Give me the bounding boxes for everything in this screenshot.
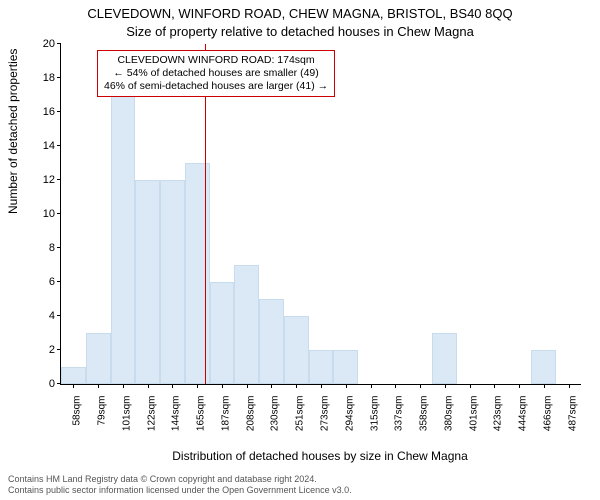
- y-tick-label: 6: [49, 276, 55, 288]
- y-tick-mark: [57, 383, 61, 384]
- x-tick-mark: [544, 384, 545, 388]
- x-tick-label: 380sqm: [443, 396, 454, 432]
- y-tick-mark: [57, 77, 61, 78]
- y-tick-mark: [57, 281, 61, 282]
- y-tick-mark: [57, 315, 61, 316]
- x-tick-mark: [98, 384, 99, 388]
- copyright-block: Contains HM Land Registry data © Crown c…: [8, 474, 592, 496]
- y-tick-mark: [57, 43, 61, 44]
- x-tick-mark: [445, 384, 446, 388]
- y-tick-mark: [57, 111, 61, 112]
- x-tick-label: 273sqm: [320, 396, 331, 432]
- x-tick-label: 487sqm: [567, 396, 578, 432]
- copyright-line-2: Contains public sector information licen…: [8, 485, 592, 496]
- y-tick-label: 20: [43, 38, 55, 50]
- x-tick-label: 294sqm: [344, 396, 355, 432]
- x-tick-label: 444sqm: [518, 396, 529, 432]
- x-tick-label: 315sqm: [369, 396, 380, 432]
- bar: [61, 367, 86, 384]
- copyright-line-1: Contains HM Land Registry data © Crown c…: [8, 474, 592, 485]
- bar: [210, 282, 235, 384]
- x-tick-mark: [123, 384, 124, 388]
- x-tick-mark: [395, 384, 396, 388]
- x-tick-mark: [346, 384, 347, 388]
- y-tick-mark: [57, 349, 61, 350]
- y-tick-mark: [57, 213, 61, 214]
- x-tick-label: 230sqm: [270, 396, 281, 432]
- x-tick-label: 122sqm: [146, 396, 157, 432]
- y-axis-label: Number of detached properties: [6, 49, 20, 214]
- bar: [531, 350, 556, 384]
- x-axis-label: Distribution of detached houses by size …: [60, 449, 580, 463]
- x-tick-mark: [420, 384, 421, 388]
- y-tick-label: 14: [43, 140, 55, 152]
- x-tick-label: 423sqm: [493, 396, 504, 432]
- x-tick-label: 251sqm: [295, 396, 306, 432]
- x-tick-mark: [148, 384, 149, 388]
- x-tick-mark: [172, 384, 173, 388]
- bar: [309, 350, 334, 384]
- x-tick-mark: [197, 384, 198, 388]
- x-tick-label: 208sqm: [245, 396, 256, 432]
- x-tick-label: 144sqm: [171, 396, 182, 432]
- y-tick-mark: [57, 145, 61, 146]
- y-tick-label: 0: [49, 378, 55, 390]
- x-tick-mark: [470, 384, 471, 388]
- annotation-box: CLEVEDOWN WINFORD ROAD: 174sqm ← 54% of …: [97, 50, 335, 97]
- x-tick-label: 401sqm: [468, 396, 479, 432]
- x-tick-label: 101sqm: [121, 396, 132, 432]
- bar: [234, 265, 259, 384]
- x-tick-mark: [519, 384, 520, 388]
- y-tick-label: 2: [49, 344, 55, 356]
- chart-title-line2: Size of property relative to detached ho…: [0, 24, 600, 39]
- bar: [259, 299, 284, 384]
- chart-plot-area: CLEVEDOWN WINFORD ROAD: 174sqm ← 54% of …: [60, 44, 581, 385]
- chart-title-line1: CLEVEDOWN, WINFORD ROAD, CHEW MAGNA, BRI…: [0, 6, 600, 21]
- y-tick-label: 18: [43, 72, 55, 84]
- x-tick-label: 165sqm: [196, 396, 207, 432]
- y-tick-mark: [57, 179, 61, 180]
- x-tick-label: 337sqm: [394, 396, 405, 432]
- x-tick-mark: [222, 384, 223, 388]
- bar: [333, 350, 358, 384]
- x-tick-mark: [247, 384, 248, 388]
- bar: [160, 180, 185, 384]
- bar: [111, 78, 136, 384]
- y-tick-label: 8: [49, 242, 55, 254]
- x-tick-mark: [296, 384, 297, 388]
- x-tick-label: 79sqm: [97, 396, 108, 426]
- bar: [135, 180, 160, 384]
- x-tick-label: 466sqm: [542, 396, 553, 432]
- bar: [432, 333, 457, 384]
- bar: [86, 333, 111, 384]
- x-tick-mark: [73, 384, 74, 388]
- x-tick-label: 187sqm: [220, 396, 231, 432]
- x-tick-mark: [271, 384, 272, 388]
- y-tick-mark: [57, 247, 61, 248]
- y-tick-label: 12: [43, 174, 55, 186]
- x-tick-mark: [569, 384, 570, 388]
- y-tick-label: 10: [43, 208, 55, 220]
- annotation-line-2: ← 54% of detached houses are smaller (49…: [104, 67, 328, 80]
- x-tick-mark: [371, 384, 372, 388]
- bar: [284, 316, 309, 384]
- y-tick-label: 4: [49, 310, 55, 322]
- x-tick-mark: [321, 384, 322, 388]
- annotation-line-1: CLEVEDOWN WINFORD ROAD: 174sqm: [104, 54, 328, 67]
- x-tick-label: 358sqm: [419, 396, 430, 432]
- x-tick-mark: [494, 384, 495, 388]
- y-tick-label: 16: [43, 106, 55, 118]
- annotation-line-3: 46% of semi-detached houses are larger (…: [104, 80, 328, 93]
- x-tick-label: 58sqm: [72, 396, 83, 426]
